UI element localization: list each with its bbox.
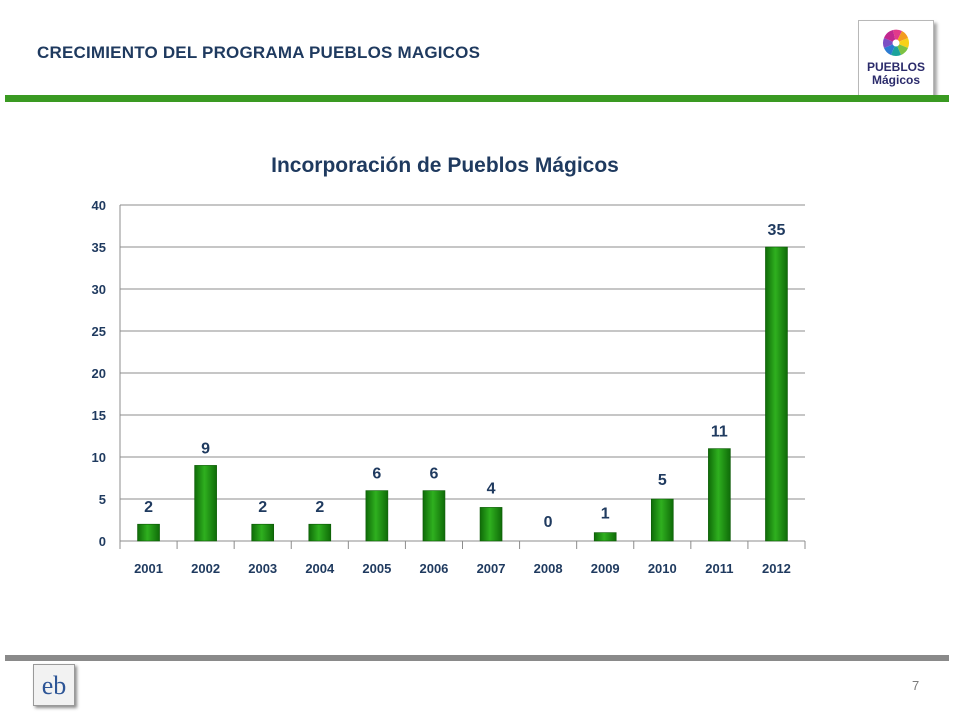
data-label: 4 [487,480,496,497]
x-tick-label: 2002 [191,561,220,576]
y-axis-ticks: 0 5 10 15 20 25 30 35 40 [92,198,106,549]
x-tick-label: 2009 [591,561,620,576]
data-label: 35 [768,222,786,239]
page-number: 7 [912,678,920,693]
y-tick-label: 20 [92,366,106,381]
x-tick-label: 2003 [248,561,277,576]
x-tick-label: 2010 [648,561,677,576]
data-label: 9 [201,440,210,457]
bar-2006 [422,490,446,542]
x-tick-label: 2006 [419,561,448,576]
logo-text-top: PUEBLOS [867,60,925,74]
y-tick-label: 10 [92,450,106,465]
logo-text-bottom: Mágicos [872,73,920,87]
x-tick-label: 2004 [305,561,335,576]
eb-logo-text: eb [42,671,67,700]
y-tick-label: 0 [99,534,106,549]
header-divider [5,95,949,102]
bar-2002 [194,465,217,542]
footer-divider [5,655,949,661]
bar-2004 [308,523,332,542]
data-label: 1 [601,506,610,523]
data-label: 11 [711,424,728,441]
x-tick-label: 2005 [362,561,391,576]
y-tick-label: 15 [92,408,106,423]
x-tick-label: 2008 [534,561,563,576]
x-tick-label: 2007 [477,561,506,576]
y-tick-label: 35 [92,240,106,255]
bar-2003 [251,523,275,542]
data-label: 0 [544,514,553,531]
chart-title: Incorporación de Pueblos Mágicos [271,154,619,177]
bar-2010 [650,498,674,542]
data-label: 2 [315,499,324,516]
bar-2005 [365,490,389,542]
slide-title: CRECIMIENTO DEL PROGRAMA PUEBLOS MAGICOS [37,43,481,62]
x-tick-label: 2011 [705,561,733,576]
y-tick-label: 40 [92,198,106,213]
data-label: 6 [372,466,381,483]
bar-2001 [137,523,160,542]
bar-2009 [593,532,617,542]
data-label: 5 [658,472,667,489]
x-axis-ticks: 2001 2002 2003 2004 2005 2006 2007 2008 2009 2010… [134,561,791,576]
y-tick-label: 30 [92,282,106,297]
y-tick-label: 25 [92,324,106,339]
bars [137,246,788,542]
x-tick-label: 2001 [134,561,163,576]
bar-2011 [708,448,731,542]
bar-2012 [765,246,788,542]
pinwheel-icon: PUEBLOS Mágicos [867,29,925,87]
data-label: 6 [430,466,439,483]
pueblos-magicos-logo: PUEBLOS Mágicos [858,20,934,96]
gridlines [119,204,806,549]
eb-logo: eb [33,664,75,706]
data-label: 2 [144,499,153,516]
y-tick-label: 5 [99,492,106,507]
x-tick-label: 2012 [762,561,791,576]
data-label: 2 [258,499,267,516]
data-labels: 2 9 2 2 6 6 4 0 1 5 11 35 [144,222,785,531]
bar-2007 [479,507,503,542]
